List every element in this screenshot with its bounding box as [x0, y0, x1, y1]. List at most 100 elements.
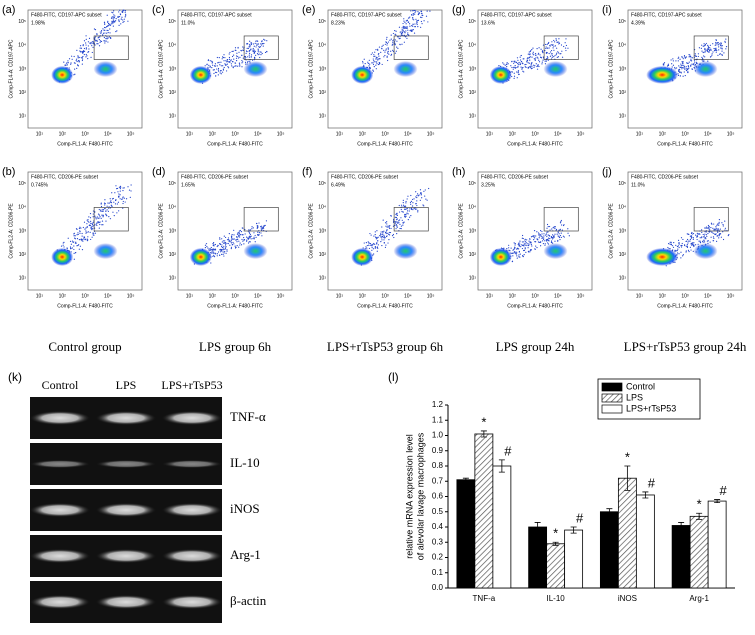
y-axis-label: Comp-FL2-A: CD206-PE [608, 203, 614, 259]
y-axis-label: Comp-FL2-A: CD206-PE [8, 203, 14, 259]
significance-mark: * [697, 497, 702, 512]
panel-label: (d) [152, 166, 165, 178]
gate-title: F480-FITC, CD197-APC subset [181, 12, 252, 18]
y-tick-label: 10³ [19, 66, 27, 72]
y-tick-label: 10³ [619, 228, 627, 234]
bar [599, 511, 619, 589]
plot-frame [27, 9, 143, 129]
significance-mark: * [553, 526, 558, 541]
x-axis-label: Comp-FL1-A: F480-FITC [357, 303, 413, 309]
y-axis-label: Comp-FL4-A: CD197-APC [158, 39, 164, 98]
x-tick-label: 10² [659, 293, 667, 299]
gel-strip [30, 397, 222, 439]
gate-title: F480-FITC, CD197-APC subset [481, 12, 552, 18]
legend-label: LPS [626, 392, 643, 402]
density-plot [189, 38, 268, 84]
x-tick-label: Arg-1 [689, 594, 709, 603]
panel-label: (h) [452, 166, 465, 178]
bar [546, 543, 566, 589]
y-tick-label: 1.0 [432, 431, 444, 440]
x-tick-label: 10³ [81, 293, 89, 299]
gene-label: iNOS [230, 501, 260, 516]
x-tick-label: iNOS [618, 594, 637, 603]
gel-strip [30, 581, 222, 623]
group-label: LPS+rTsP53 group 24h [624, 339, 747, 354]
bar [635, 494, 655, 589]
x-axis-label: Comp-FL1-A: F480-FITC [507, 303, 563, 309]
x-tick-label: 10⁴ [104, 131, 112, 137]
x-tick-label: 10² [209, 293, 217, 299]
y-tick-label: 10³ [319, 66, 327, 72]
gate-title: F480-FITC, CD197-APC subset [331, 12, 402, 18]
y-tick-label: 10⁵ [618, 181, 626, 187]
y-tick-label: 10³ [19, 228, 27, 234]
y-tick-label: 10⁵ [168, 181, 176, 187]
y-tick-label: 1.1 [432, 415, 444, 424]
legend-swatch [601, 382, 623, 392]
y-tick-label: 10² [469, 252, 477, 258]
y-axis-label: relative mRNA expression level [404, 434, 414, 559]
error-bar [642, 491, 649, 499]
y-tick-label: 10⁴ [468, 205, 476, 211]
y-tick-label: 10¹ [169, 276, 177, 282]
gate [693, 207, 729, 232]
density-plot [51, 184, 132, 266]
error-bar [714, 499, 721, 503]
bar [671, 525, 691, 589]
panel-label: (k) [8, 370, 22, 384]
density-plot [489, 38, 569, 84]
y-tick-label: 10⁵ [618, 19, 626, 25]
gate-percent: 13.6% [481, 20, 496, 26]
bar [707, 500, 727, 589]
gate [93, 207, 129, 232]
x-tick-label: 10⁴ [254, 131, 262, 137]
y-axis-label: Comp-FL4-A: CD197-APC [458, 39, 464, 98]
bar [492, 465, 512, 589]
y-tick-label: 1.2 [432, 400, 444, 409]
y-tick-label: 10¹ [19, 114, 27, 120]
gate-percent: 3.25% [481, 182, 496, 188]
y-tick-label: 10² [169, 252, 177, 258]
gate [393, 207, 429, 232]
x-tick-label: 10⁴ [554, 293, 562, 299]
x-tick-label: 10⁴ [704, 293, 712, 299]
gate [243, 207, 279, 232]
x-tick-label: 10⁵ [427, 293, 435, 299]
legend-label: Control [626, 381, 655, 391]
gate [93, 35, 129, 60]
density-plot [489, 219, 570, 266]
group-label: LPS+rTsP53 group 6h [327, 339, 444, 354]
x-tick-label: 10⁵ [427, 131, 435, 137]
x-tick-label: 10¹ [486, 131, 494, 137]
y-tick-label: 10³ [169, 228, 177, 234]
legend-swatch [601, 393, 623, 403]
y-tick-label: 10⁴ [318, 43, 326, 49]
x-tick-label: 10² [509, 131, 517, 137]
gate-percent: 0.745% [31, 182, 49, 188]
x-tick-label: TNF-a [473, 594, 496, 603]
gel-strip [30, 535, 222, 577]
error-bar [498, 459, 505, 473]
y-axis-label: Comp-FL4-A: CD197-APC [608, 39, 614, 98]
x-tick-label: 10⁴ [404, 131, 412, 137]
y-tick-label: 0.9 [432, 446, 444, 455]
gate-percent: 8.23% [331, 20, 346, 26]
significance-mark: # [504, 443, 512, 458]
x-tick-label: 10¹ [636, 131, 644, 137]
group-label: LPS group 6h [199, 339, 272, 354]
y-tick-label: 10⁴ [318, 205, 326, 211]
x-tick-label: 10⁵ [727, 293, 735, 299]
x-axis-label: Comp-FL1-A: F480-FITC [657, 303, 713, 309]
gene-label: Arg-1 [230, 547, 261, 562]
group-label: LPS group 24h [496, 339, 575, 354]
y-tick-label: 0.4 [432, 522, 444, 531]
y-tick-label: 0.0 [432, 583, 444, 592]
x-tick-label: 10⁵ [577, 131, 585, 137]
lane-label: LPS+rTsP53 [161, 378, 222, 392]
y-tick-label: 10³ [619, 66, 627, 72]
panel-label: (b) [2, 166, 15, 178]
panel-label: (a) [2, 4, 15, 16]
x-tick-label: 10¹ [636, 293, 644, 299]
y-tick-label: 10⁴ [618, 205, 626, 211]
y-tick-label: 10⁵ [18, 19, 26, 25]
